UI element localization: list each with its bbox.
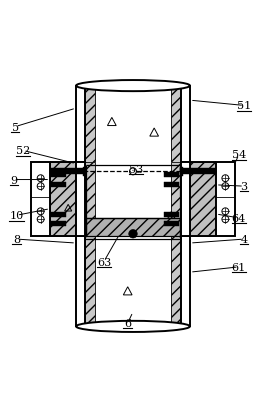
Circle shape xyxy=(129,230,137,238)
Bar xyxy=(180,169,216,175)
Bar xyxy=(50,163,86,237)
Text: 61: 61 xyxy=(232,262,246,272)
Bar xyxy=(181,237,190,327)
Circle shape xyxy=(130,169,136,176)
Text: 52: 52 xyxy=(16,146,30,156)
Bar xyxy=(180,167,183,177)
Text: 53: 53 xyxy=(128,164,143,175)
Bar xyxy=(85,86,95,163)
Text: 64: 64 xyxy=(232,214,246,223)
Bar xyxy=(171,237,181,327)
Text: 4: 4 xyxy=(240,235,248,244)
Bar xyxy=(164,221,178,226)
Bar xyxy=(180,163,216,237)
Text: 3: 3 xyxy=(240,182,248,192)
Bar xyxy=(164,183,178,187)
Text: 51: 51 xyxy=(237,101,251,111)
Bar xyxy=(86,218,180,237)
Bar xyxy=(95,237,171,327)
Bar xyxy=(181,163,190,237)
Bar xyxy=(171,86,181,163)
Bar xyxy=(52,221,66,226)
Bar xyxy=(181,86,190,163)
Text: 9: 9 xyxy=(10,175,18,185)
Text: 5: 5 xyxy=(12,122,19,132)
Ellipse shape xyxy=(76,321,190,332)
Ellipse shape xyxy=(76,81,190,92)
Bar xyxy=(85,237,95,327)
Bar xyxy=(83,167,86,177)
Bar xyxy=(164,173,178,177)
Bar xyxy=(76,86,85,163)
Bar xyxy=(95,86,171,163)
Text: 10: 10 xyxy=(10,211,24,221)
Bar xyxy=(216,163,235,237)
Bar xyxy=(52,173,66,177)
Text: 54: 54 xyxy=(232,150,246,160)
Bar xyxy=(171,163,181,237)
Text: 8: 8 xyxy=(13,235,20,244)
Bar xyxy=(85,163,95,237)
Bar xyxy=(164,213,178,217)
Bar xyxy=(76,163,85,237)
Text: 63: 63 xyxy=(97,257,111,267)
Bar xyxy=(50,169,86,175)
Bar xyxy=(76,237,85,327)
Bar xyxy=(86,163,180,237)
Text: 6: 6 xyxy=(124,318,131,328)
Bar xyxy=(31,163,50,237)
Bar xyxy=(52,183,66,187)
Bar xyxy=(52,213,66,217)
